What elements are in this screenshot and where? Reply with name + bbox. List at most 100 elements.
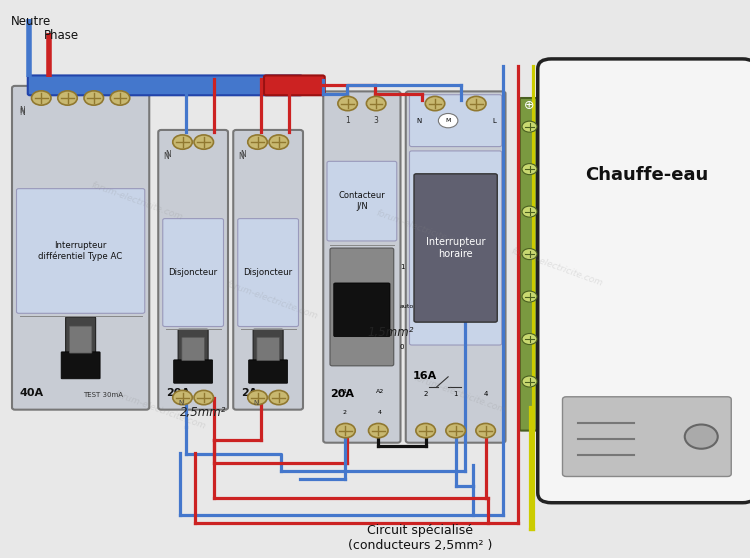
FancyBboxPatch shape: [16, 189, 145, 313]
Circle shape: [522, 121, 537, 132]
Circle shape: [416, 424, 435, 437]
Circle shape: [84, 91, 104, 105]
Text: 1,5mm²: 1,5mm²: [368, 326, 414, 339]
Text: forum-electricite.com: forum-electricite.com: [375, 208, 470, 250]
FancyBboxPatch shape: [178, 329, 209, 381]
Text: Disjoncteur: Disjoncteur: [244, 268, 292, 277]
Circle shape: [446, 424, 465, 437]
FancyBboxPatch shape: [327, 161, 397, 241]
Circle shape: [58, 91, 77, 105]
Circle shape: [685, 425, 718, 449]
Text: 4: 4: [484, 391, 488, 397]
Circle shape: [366, 97, 386, 110]
Circle shape: [336, 424, 356, 437]
Text: N: N: [416, 118, 422, 124]
Text: N: N: [19, 106, 25, 115]
Text: N: N: [165, 150, 171, 159]
Circle shape: [32, 91, 51, 105]
Text: 20A: 20A: [330, 389, 354, 398]
FancyBboxPatch shape: [410, 95, 502, 147]
Text: N: N: [19, 108, 25, 117]
Text: forum-electricite.com: forum-electricite.com: [413, 373, 507, 415]
FancyBboxPatch shape: [330, 248, 394, 366]
Circle shape: [522, 163, 537, 175]
Circle shape: [522, 291, 537, 302]
Text: N: N: [164, 152, 170, 161]
Circle shape: [522, 376, 537, 387]
Text: ⊕: ⊕: [524, 99, 535, 112]
Text: forum-electricite.com: forum-electricite.com: [225, 280, 320, 321]
Text: 0: 0: [400, 344, 404, 350]
Text: N: N: [178, 400, 184, 406]
Text: Interrupteur
différentiel Type AC: Interrupteur différentiel Type AC: [38, 241, 123, 261]
Text: 1: 1: [345, 116, 350, 124]
FancyBboxPatch shape: [406, 92, 506, 442]
Circle shape: [172, 135, 192, 149]
FancyBboxPatch shape: [158, 130, 228, 410]
Text: 20A: 20A: [166, 388, 190, 397]
Text: 40A: 40A: [20, 388, 44, 397]
Text: 2: 2: [424, 391, 427, 397]
FancyBboxPatch shape: [248, 360, 287, 383]
Text: forum-electricite.com: forum-electricite.com: [90, 181, 184, 222]
FancyBboxPatch shape: [28, 75, 302, 95]
Circle shape: [194, 135, 214, 149]
FancyBboxPatch shape: [69, 326, 92, 353]
FancyBboxPatch shape: [264, 75, 325, 95]
FancyBboxPatch shape: [256, 337, 279, 360]
Text: forum-electricite.com: forum-electricite.com: [510, 247, 604, 288]
Text: N: N: [240, 150, 246, 159]
Circle shape: [466, 97, 486, 110]
Text: auto: auto: [400, 305, 414, 310]
Circle shape: [438, 113, 458, 128]
Circle shape: [269, 135, 289, 149]
Circle shape: [522, 206, 537, 217]
Circle shape: [522, 334, 537, 344]
Text: L: L: [493, 118, 496, 124]
FancyBboxPatch shape: [410, 151, 502, 345]
FancyBboxPatch shape: [173, 360, 213, 383]
FancyBboxPatch shape: [520, 98, 539, 431]
Circle shape: [110, 91, 130, 105]
Text: Phase: Phase: [44, 28, 79, 41]
Text: N: N: [238, 152, 244, 161]
FancyBboxPatch shape: [233, 130, 303, 410]
Circle shape: [522, 248, 537, 259]
Text: 3: 3: [374, 116, 379, 124]
Text: Circuit spécialisé
(conducteurs 2,5mm² ): Circuit spécialisé (conducteurs 2,5mm² ): [348, 524, 492, 552]
Text: Neutre: Neutre: [11, 15, 52, 28]
Circle shape: [248, 135, 267, 149]
FancyBboxPatch shape: [253, 329, 283, 381]
Text: A2: A2: [376, 389, 384, 394]
Text: Disjoncteur: Disjoncteur: [169, 268, 217, 277]
Text: 2,5mm²: 2,5mm²: [180, 406, 226, 418]
Text: N: N: [254, 400, 259, 406]
Text: 4: 4: [378, 410, 382, 415]
FancyBboxPatch shape: [163, 219, 224, 326]
Text: 1: 1: [453, 391, 458, 397]
Text: 2A: 2A: [241, 388, 257, 397]
FancyBboxPatch shape: [323, 92, 400, 442]
Text: Interrupteur
horaire: Interrupteur horaire: [426, 237, 485, 259]
Text: 1: 1: [400, 264, 404, 270]
Text: TEST 30mA: TEST 30mA: [83, 392, 123, 397]
FancyBboxPatch shape: [562, 397, 731, 477]
Circle shape: [338, 97, 357, 110]
Text: 2: 2: [342, 410, 346, 415]
FancyBboxPatch shape: [538, 59, 750, 503]
Text: forum-electricite.com: forum-electricite.com: [112, 390, 207, 431]
Circle shape: [172, 391, 192, 405]
Text: A1: A1: [340, 389, 348, 394]
Circle shape: [476, 424, 496, 437]
FancyBboxPatch shape: [334, 283, 390, 336]
Circle shape: [425, 97, 445, 110]
FancyBboxPatch shape: [12, 86, 149, 410]
FancyBboxPatch shape: [238, 219, 298, 326]
Circle shape: [368, 424, 388, 437]
Text: 16A: 16A: [413, 371, 436, 381]
FancyBboxPatch shape: [61, 352, 100, 379]
Circle shape: [269, 391, 289, 405]
Circle shape: [194, 391, 214, 405]
FancyBboxPatch shape: [414, 174, 497, 322]
FancyBboxPatch shape: [66, 317, 96, 377]
